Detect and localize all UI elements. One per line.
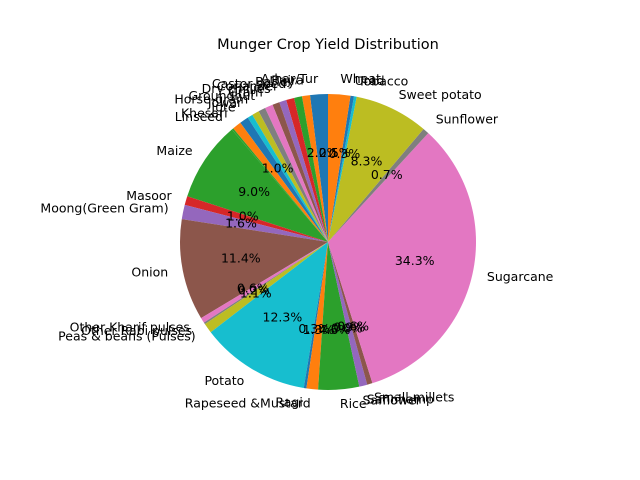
pie-slices xyxy=(180,94,477,391)
slice-sweet-potato xyxy=(328,96,424,242)
slice-sugarcane xyxy=(328,133,477,384)
slice-other-rabi-pulses xyxy=(203,242,328,325)
pct-rapeseed-mustard: 1.3% xyxy=(303,322,335,337)
label-linseed: Linseed xyxy=(175,109,223,124)
label-potato: Potato xyxy=(204,373,244,388)
label-ragi: Ragi xyxy=(275,394,302,409)
label-horse-gram: Horse-gram xyxy=(174,92,248,107)
label-dry-chillies: Dry chillies xyxy=(202,81,271,96)
slice-moong-green-gram xyxy=(181,204,328,242)
pct-jute: 1.0% xyxy=(262,160,294,175)
label-khesari: Khesari xyxy=(181,105,228,120)
slice-small-millets xyxy=(328,242,373,385)
label-urad: Urad xyxy=(355,73,385,88)
slice-maize xyxy=(187,129,328,242)
slice-arhar-tur xyxy=(309,94,328,242)
label-onion: Onion xyxy=(131,265,168,280)
label-sweet-potato: Sweet potato xyxy=(399,87,482,102)
label-small-millets: Small millets xyxy=(374,390,454,405)
label-jute: Jute xyxy=(210,100,236,115)
slice-tobacco xyxy=(328,96,357,242)
pct-rice: 4.6% xyxy=(319,322,351,337)
pct-safflower: 0.0% xyxy=(331,320,363,335)
slice-barley xyxy=(294,96,328,242)
slice-horse-gram xyxy=(252,111,328,242)
label-other-rabi-pulses: Other Rabi pulses xyxy=(81,323,192,338)
slice-sunflower xyxy=(328,128,429,242)
pct-other-rabi-pulses: 0.2% xyxy=(238,282,270,297)
slice-rapeseed-mustard xyxy=(306,242,328,390)
label-arhar-tur: Arhar/Tur xyxy=(261,71,319,86)
pct-wheat: 2.5% xyxy=(319,145,351,160)
label-barley: Barley xyxy=(255,74,296,89)
label-wheat: Wheat xyxy=(340,71,381,86)
label-peas-beans-pulses: Peas & beans (Pulses) xyxy=(58,328,196,343)
slice-gram xyxy=(265,104,328,242)
label-sannhamp: Sannhamp xyxy=(367,392,434,407)
pct-onion: 11.4% xyxy=(221,251,261,266)
label-maize: Maize xyxy=(156,143,192,158)
label-moong-green-gram: Moong(Green Gram) xyxy=(40,201,168,216)
pct-sunflower: 0.7% xyxy=(371,167,403,182)
pct-other-kharif-pulses: 0.6% xyxy=(237,281,269,296)
slice-peas-beans-pulses xyxy=(204,242,328,333)
label-jowar: Jowar xyxy=(207,95,243,110)
label-coriander: Coriander xyxy=(217,79,279,94)
slice-wheat xyxy=(328,94,351,242)
slice-jute xyxy=(240,117,328,242)
label-other-kharif-pulses: Other Kharif pulses xyxy=(70,320,190,335)
label-groundnut: Groundnut xyxy=(188,88,255,103)
pct-arhar-tur: 2.0% xyxy=(307,145,339,160)
pct-moong-green-gram: 1.6% xyxy=(225,216,257,231)
label-sugarcane: Sugarcane xyxy=(487,269,554,284)
label-bajra: Bajra xyxy=(271,73,304,88)
slice-linseed xyxy=(231,128,328,242)
chart-title: Munger Crop Yield Distribution xyxy=(217,37,439,53)
pct-sannhamp: 0.9% xyxy=(333,320,365,335)
slice-other-kharif-pulses xyxy=(201,242,328,323)
slice-dry-chillies xyxy=(272,102,328,242)
slice-rice xyxy=(318,242,360,391)
pct-peas-beans-pulses: 1.1% xyxy=(240,285,272,300)
label-rapeseed-mustard: Rapeseed &Mustard xyxy=(185,395,311,410)
slice-sannhamp xyxy=(328,242,368,387)
slice-ragi xyxy=(303,242,328,389)
pct-masoor: 1.0% xyxy=(227,209,259,224)
slice-bajra xyxy=(301,95,328,242)
slice-jowar xyxy=(247,114,328,242)
label-gram: Gram xyxy=(228,84,263,99)
slice-percent-labels: 2.0%1.0%9.0%1.0%1.6%11.4%0.6%0.2%1.1%12.… xyxy=(221,145,435,337)
slice-castor-seed xyxy=(286,97,328,243)
slice-potato xyxy=(210,242,328,388)
pct-maize: 9.0% xyxy=(238,184,270,199)
slice-onion xyxy=(180,219,328,319)
slice-urad xyxy=(328,95,355,242)
slice-khesari xyxy=(233,122,328,242)
slice-masoor xyxy=(184,196,328,242)
label-sunflower: Sunflower xyxy=(436,111,499,126)
slice-groundnut xyxy=(258,108,328,242)
pct-ragi: 0.3% xyxy=(298,321,330,336)
label-tobacco: Tobacco xyxy=(357,74,408,89)
pct-sugarcane: 34.3% xyxy=(395,253,435,268)
label-castor-seed: Castor seed xyxy=(212,76,286,91)
pct-small-millets: 0.6% xyxy=(337,319,369,334)
pct-potato: 12.3% xyxy=(263,310,303,325)
label-safflower: Safflower xyxy=(363,393,422,408)
pct-tobacco: 0.3% xyxy=(329,146,361,161)
label-rice: Rice xyxy=(340,396,367,411)
slice-coriander xyxy=(279,100,328,242)
pct-sweet-potato: 8.3% xyxy=(351,154,383,169)
label-masoor: Masoor xyxy=(126,188,172,203)
